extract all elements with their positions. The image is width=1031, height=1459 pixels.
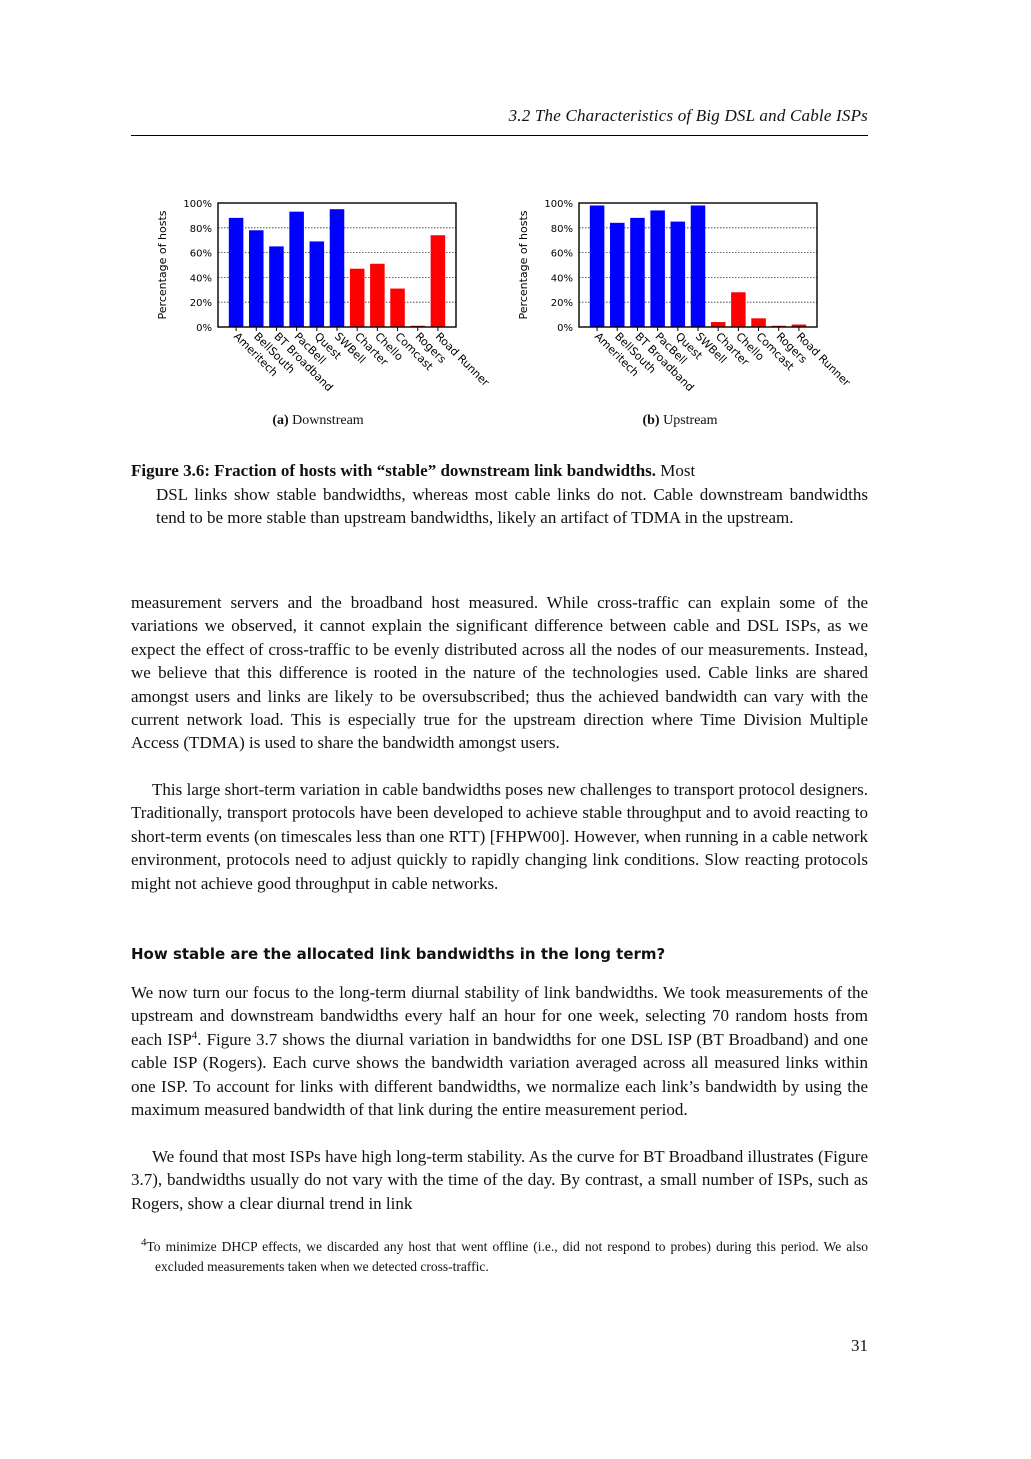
chart-a-plot-frame: [217, 202, 457, 328]
chart-b-bar-chello: [731, 292, 746, 327]
footnote-body: To minimize DHCP effects, we discarded a…: [146, 1239, 869, 1274]
chart-b-y-tick-label: 40%: [551, 273, 573, 284]
paragraph-2: This large short-term variation in cable…: [131, 780, 868, 893]
header-rule: [131, 135, 868, 136]
caption-first-word: Most: [660, 461, 696, 480]
chart-a-y-tick-label: 20%: [190, 298, 212, 309]
chart-downstream: 0%20%40%60%80%100%Percentage of hostsAme…: [156, 199, 492, 394]
chart-a-bar-swbell: [329, 209, 345, 327]
chart-b-bar-charter: [710, 322, 726, 327]
chart-b-bar-swbell: [690, 205, 706, 327]
chart-a-bar-quest: [309, 241, 325, 327]
chart-a-bar-road-runner: [430, 235, 446, 327]
figure-caption: Figure 3.6: Fraction of hosts with “stab…: [131, 459, 868, 530]
section-heading: How stable are the allocated link bandwi…: [131, 945, 666, 963]
footnote-marker: 4: [141, 1236, 147, 1249]
paragraph-1: measurement servers and the broadband ho…: [131, 593, 868, 753]
paragraph-3-part-a: We now turn our focus to the long-term d…: [131, 983, 868, 1049]
paragraph-4: We found that most ISPs have high long-t…: [131, 1147, 868, 1213]
chart-b-bar-comcast: [751, 318, 766, 327]
chart-a-bar-bt-broadband: [269, 246, 284, 327]
chart-b-bar-bt-broadband: [630, 217, 645, 327]
paragraph-3: We now turn our focus to the long-term d…: [131, 981, 868, 1121]
chart-b-y-tick-label: 100%: [544, 199, 573, 210]
subcaption-b: (b) Upstream: [580, 413, 780, 429]
footnote-ref: 4: [191, 1029, 198, 1042]
subcaption-a-name: Downstream: [292, 413, 364, 428]
chart-b-bar-pacbell: [650, 210, 665, 327]
caption-body: DSL links show stable bandwidths, wherea…: [156, 484, 868, 528]
chart-a-y-tick-label: 40%: [190, 273, 212, 284]
chart-b-y-tick-label: 20%: [551, 298, 573, 309]
running-header: 3.2 The Characteristics of Big DSL and C…: [131, 106, 868, 132]
chart-a-bar-bellsouth: [249, 230, 264, 327]
chart-b-bar-bellsouth: [610, 222, 625, 327]
chart-upstream: 0%20%40%60%80%100%Percentage of hostsAme…: [517, 199, 853, 394]
chart-b-y-tick-label: 60%: [551, 249, 573, 260]
chart-a-bar-charter: [349, 268, 365, 327]
chart-b-y-axis-label: Percentage of hosts: [517, 210, 530, 319]
subcaption-b-label: (b): [642, 413, 660, 428]
chart-b-bar-ameritech: [589, 205, 605, 327]
caption-title: Figure 3.6: Fraction of hosts with “stab…: [131, 461, 657, 480]
chart-b-y-tick-label: 80%: [551, 224, 573, 235]
subcaption-a-label: (a): [272, 413, 289, 428]
chart-a-bar-comcast: [390, 288, 405, 327]
chart-a-y-axis-label: Percentage of hosts: [156, 210, 169, 319]
footnote-text: 4To minimize DHCP effects, we discarded …: [131, 1237, 868, 1277]
chart-a-y-tick-label: 100%: [183, 199, 212, 210]
page-number: 31: [851, 1336, 868, 1355]
chart-a-bar-ameritech: [228, 217, 244, 327]
subcaption-b-name: Upstream: [663, 413, 718, 428]
subcaption-a: (a) Downstream: [218, 413, 418, 429]
chart-a-bar-chello: [370, 263, 385, 327]
chart-b-y-tick-label: 0%: [557, 323, 573, 334]
chart-b-bar-quest: [670, 221, 686, 327]
chart-a-y-tick-label: 80%: [190, 224, 212, 235]
chart-b-plot-frame: [578, 202, 818, 328]
paragraph-3-part-b: . Figure 3.7 shows the diurnal variation…: [131, 1029, 868, 1120]
chart-a-y-tick-label: 0%: [196, 323, 212, 334]
running-title: 3.2 The Characteristics of Big DSL and C…: [508, 106, 868, 125]
chart-a-bar-pacbell: [289, 211, 304, 327]
chart-a-y-tick-label: 60%: [190, 249, 212, 260]
footnote: 4To minimize DHCP effects, we discarded …: [131, 1237, 868, 1277]
chart-b-bar-road-runner: [791, 324, 807, 327]
